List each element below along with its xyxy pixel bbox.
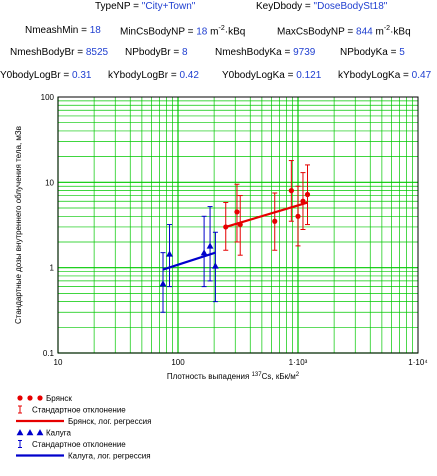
- data-point: [212, 262, 219, 269]
- tick-labels: 10 100 1·10³ 1·10⁴ 0.1 1 10 100: [41, 93, 429, 367]
- y-axis-label: Стандартные дозы внутреннего облучения т…: [14, 126, 23, 324]
- data-point: [237, 221, 243, 228]
- y-tick-label: 0.1: [43, 349, 55, 358]
- x-tick-label: 1·10⁴: [408, 358, 428, 367]
- data-point: [300, 198, 306, 204]
- legend-marker: [26, 429, 34, 436]
- param-kbr: kYbodyLogBr = 0.42: [108, 70, 199, 81]
- legend-marker: [37, 395, 43, 401]
- legend-marker: [17, 395, 23, 401]
- plot-frame: [57, 96, 419, 354]
- param-y0ka: Y0bodyLogKa = 0.121: [222, 70, 322, 81]
- data-point: [159, 280, 167, 287]
- data-point: [206, 242, 214, 249]
- data-points: [159, 188, 311, 287]
- legend-label: Брянск: [46, 394, 72, 403]
- y-tick-label: 1: [50, 264, 55, 273]
- x-tick-label: 10: [54, 358, 63, 367]
- data-point: [223, 224, 229, 230]
- data-point: [234, 209, 240, 215]
- param-npbodyka: NPbodyKa = 5: [340, 47, 405, 58]
- y-tick-label: 10: [45, 178, 54, 187]
- data-point: [166, 250, 173, 257]
- data-point: [295, 213, 301, 219]
- data-point: [304, 191, 311, 198]
- legend-label: Брянск, лог. регрессия: [68, 417, 151, 426]
- legend-marker: [36, 429, 44, 436]
- param-y0br: Y0bodyLogBr = 0.31: [0, 70, 92, 81]
- y-tick-label: 100: [41, 93, 55, 102]
- legend-marker: [16, 429, 24, 436]
- legend-item: Калуга: [16, 429, 72, 438]
- data-point: [288, 188, 294, 194]
- regression-line: [162, 251, 216, 271]
- legend-label: Стандартное отклонение: [32, 406, 126, 415]
- param-keydbody: KeyDbody = "DoseBodySt18": [256, 1, 388, 12]
- param-mincs: MinCsBodyNP = 18 m-2·kBq: [120, 25, 246, 38]
- x-tick-label: 100: [171, 358, 185, 367]
- legend-label: Стандартное отклонение: [32, 440, 126, 449]
- param-maxcs: MaxCsBodyNP = 844 m-2·kBq: [277, 25, 411, 38]
- param-nmeshbr: NmeshBodyBr = 8525: [10, 47, 109, 58]
- data-point: [272, 218, 278, 224]
- param-nmeshka: NmeshBodyKa = 9739: [215, 47, 316, 58]
- legend-item: Брянск, лог. регрессия: [16, 417, 151, 426]
- x-tick-label: 1·10³: [289, 358, 308, 367]
- legend-label: Калуга: [46, 429, 72, 438]
- param-nmeshmin: NmeashMin = 18: [25, 25, 101, 36]
- data-point: [200, 249, 208, 256]
- param-type-np: TypeNP = "City+Town": [95, 1, 196, 12]
- param-npbodybr: NPbodyBr = 8: [125, 47, 188, 58]
- legend: Брянск Стандартное отклонение Брянск, лог.…: [16, 394, 151, 461]
- legend-label: Калуга, лог. регрессия: [68, 452, 151, 461]
- legend-marker: [27, 395, 33, 401]
- legend-item: Стандартное отклонение: [18, 440, 126, 449]
- x-axis-label: Плотность выпадения 137Cs, кБк/м2: [167, 372, 300, 381]
- legend-item: Калуга, лог. регрессия: [16, 452, 151, 461]
- legend-item: Стандартное отклонение: [18, 405, 126, 415]
- param-kka: kYbodyLogKa = 0.47: [338, 70, 432, 81]
- legend-item: Брянск: [17, 394, 72, 403]
